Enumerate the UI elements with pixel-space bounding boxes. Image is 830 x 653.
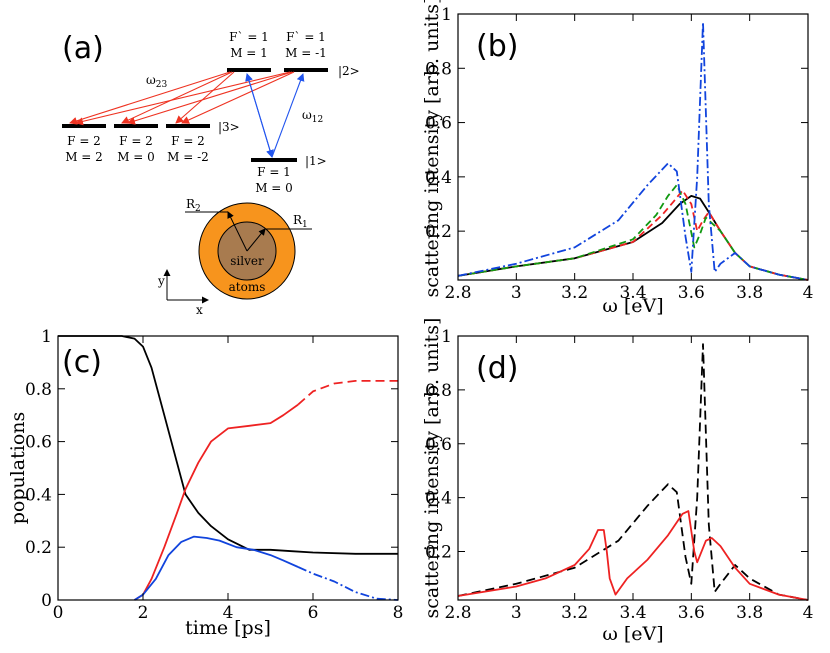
series-dashed-green	[457, 184, 809, 281]
y-tick-label: 0.4	[25, 485, 52, 505]
y-tick-label: 0.6	[25, 433, 52, 453]
chart-panel-b: 2.8 3 3.2 3.4 3.6 3.8 4 0.2 0.4 0.6 0.8 1 (b) ω [eV] s…	[421, 0, 813, 317]
level-label: M = -2	[167, 150, 209, 164]
y-tick-label: 0.8	[425, 59, 452, 79]
transition-arrow-red	[175, 71, 235, 124]
plot-frame	[57, 335, 399, 601]
x-axis-label: ω [eV]	[602, 295, 663, 317]
series-ground-black	[58, 335, 398, 555]
x-tick-label: 3.6	[678, 283, 705, 303]
level-label: M = 0	[255, 181, 293, 195]
charts: 2.8 3 3.2 3.4 3.6 3.8 4 0.2 0.4 0.6 0.8 1 (b) ω [eV] s…	[7, 0, 813, 645]
y-tick-label: 0.4	[425, 168, 452, 188]
transition-arrow-blue	[271, 73, 305, 158]
x-tick-label: 3.4	[619, 603, 646, 623]
y-tick-label: 0.8	[425, 381, 452, 401]
transition-arrow-red	[127, 71, 293, 125]
x-tick-label: 4	[223, 603, 234, 623]
axis-y-label: y	[157, 274, 165, 288]
x-tick-label: 3.6	[678, 603, 705, 623]
r2-label: R2	[186, 197, 201, 214]
x-tick-label: 4	[803, 603, 814, 623]
x-tick-label: 0	[53, 603, 64, 623]
x-tick-label: 4	[803, 283, 814, 303]
x-tick-label: 3.8	[736, 603, 763, 623]
level-label: F = 2	[119, 134, 153, 148]
atoms-label: atoms	[229, 280, 266, 294]
x-tick-label: 2.8	[444, 283, 471, 303]
transition-arrow-red	[121, 71, 233, 124]
y-tick-label: 1	[441, 327, 452, 347]
y-tick-label: 0.6	[425, 435, 452, 455]
x-tick-label: 3	[511, 283, 522, 303]
level-label: F` = 1	[286, 30, 326, 44]
transition-arrow-blue	[246, 73, 274, 158]
ket-1-label: |1>	[305, 154, 327, 168]
y-axis-label: scattering intensity [arb. units]	[421, 318, 443, 619]
y-tick-label: 0.4	[425, 489, 452, 509]
r2-arrow	[227, 211, 248, 252]
series-state3-red	[134, 403, 299, 601]
x-tick-label: 3.8	[736, 283, 763, 303]
transition-arrow-red	[69, 71, 231, 125]
y-tick-label: 0.2	[425, 222, 452, 242]
x-tick-label: 3.2	[561, 603, 588, 623]
x-tick-label: 2.8	[444, 603, 471, 623]
panel-a-label: (a)	[62, 31, 104, 66]
x-tick-label: 8	[393, 603, 404, 623]
transition-arrow-red	[181, 71, 295, 124]
ket-3-label: |3>	[218, 120, 240, 134]
series-state3-red-extrap	[297, 380, 398, 406]
panel-d-label: (d)	[476, 351, 518, 386]
y-tick-label: 0.8	[25, 380, 52, 400]
level-label: F = 2	[67, 134, 101, 148]
level-label: M = 1	[230, 46, 268, 60]
y-tick-label: 0	[41, 591, 52, 611]
silver-label: silver	[230, 254, 264, 268]
y-tick-label: 1	[441, 5, 452, 25]
omega23-label: ω23	[146, 73, 168, 90]
x-tick-label: 6	[308, 603, 319, 623]
y-tick-label: 0.2	[425, 543, 452, 563]
x-tick-label: 2	[138, 603, 149, 623]
level-label: F` = 1	[229, 30, 269, 44]
panel-a: (a) F` = 1 M = 1 F` = 1 M = -1 F = 2 M =…	[62, 30, 360, 317]
omega12-label: ω12	[302, 108, 323, 125]
x-axis-label: ω [eV]	[602, 623, 663, 645]
level-label: F = 1	[257, 165, 291, 179]
series-state2-blue	[134, 535, 299, 601]
chart-panel-d: 2.8 3 3.2 3.4 3.6 3.8 4 0.2 0.4 0.6 0.8 1 (d) ω [eV] s…	[421, 318, 813, 645]
x-tick-label: 3	[511, 603, 522, 623]
y-axis-label: populations	[7, 412, 29, 525]
series-dash-dot-blue	[457, 21, 809, 281]
chart-panel-c: 0 2 4 6 8 0 0.2 0.4 0.6 0.8 1 (c) time [ps] populatio…	[7, 327, 403, 639]
level-label: F = 2	[171, 134, 205, 148]
y-tick-label: 0.2	[25, 538, 52, 558]
x-tick-label: 3.2	[561, 283, 588, 303]
ket-2-label: |2>	[338, 64, 360, 78]
panel-c-label: (c)	[62, 345, 102, 380]
x-axis-label: time [ps]	[185, 617, 271, 639]
transition-arrow-red	[75, 71, 291, 126]
series-solid-red	[457, 510, 809, 601]
y-axis-label: scattering intensity [arb. units]	[421, 0, 443, 297]
level-label: M = 2	[65, 150, 103, 164]
series-dashed-black	[457, 343, 809, 601]
x-tick-label: 3.4	[619, 283, 646, 303]
y-tick-label: 1	[41, 327, 52, 347]
panel-b-label: (b)	[476, 29, 518, 64]
y-tick-label: 0.6	[425, 114, 452, 134]
r1-label: R1	[293, 213, 308, 230]
level-label: M = -1	[285, 46, 327, 60]
series-state2-blue-extrap	[297, 566, 399, 601]
level-label: M = 0	[117, 150, 155, 164]
axis-x-label: x	[196, 303, 203, 317]
r1-arrow	[246, 228, 266, 252]
